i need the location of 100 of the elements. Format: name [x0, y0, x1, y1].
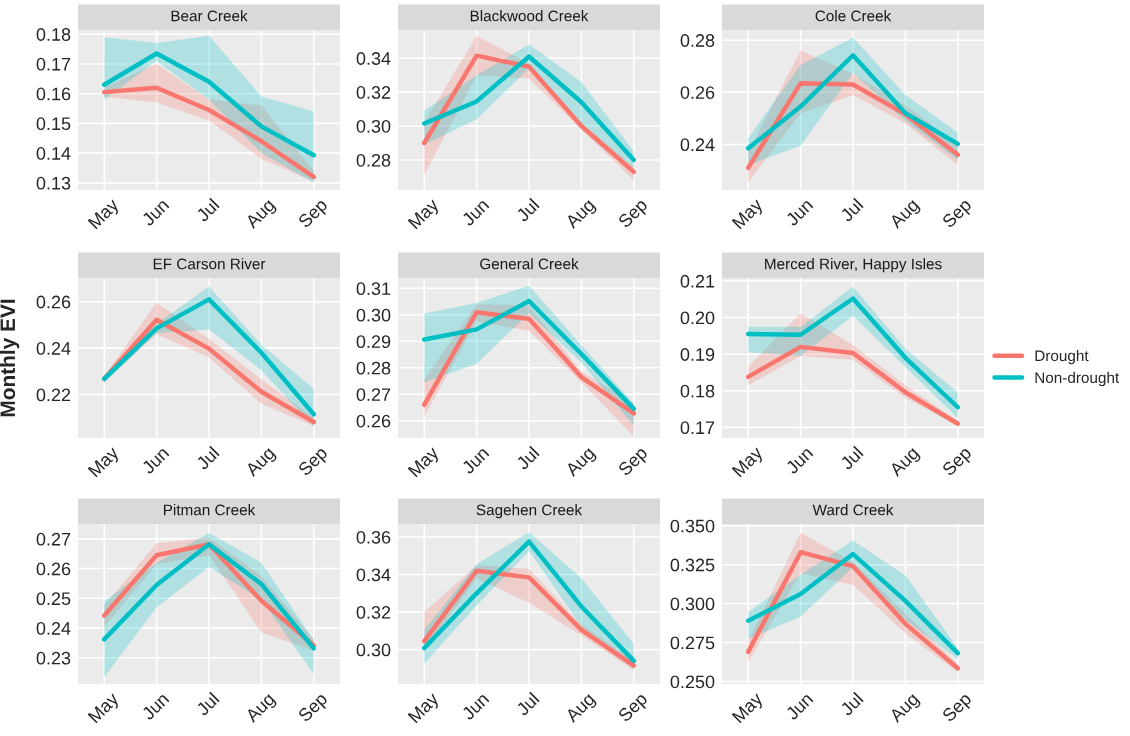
y-tick-label: 0.250 [670, 675, 715, 689]
x-tick-label: Jul [515, 445, 540, 471]
legend-label: Non-drought [1035, 371, 1120, 387]
y-tick-label: 0.16 [36, 87, 71, 101]
y-tick-label: 0.15 [36, 117, 71, 131]
x-tick-label: Aug [244, 692, 278, 726]
line-series [745, 53, 961, 151]
y-tick-label: 0.34 [356, 52, 391, 65]
y-tick-label: 0.30 [356, 119, 391, 133]
x-tick-label: Sep [297, 445, 331, 479]
y-tick-label: 0.18 [680, 384, 715, 398]
y-axis-title: Monthly EVI [0, 299, 20, 417]
x-tick-label: May [731, 197, 767, 232]
chart-title: Merced River, Happy Isles [765, 258, 942, 273]
y-tick-label: 0.26 [36, 562, 71, 576]
x-tick-label: Jun [141, 198, 170, 227]
x-tick-label: Aug [564, 692, 598, 726]
x-tick-label: Jul [839, 197, 864, 223]
x-tick-label: Jul [515, 197, 540, 223]
x-tick-label: Aug [244, 198, 278, 232]
y-tick-label: 0.325 [670, 558, 715, 572]
y-tick-label: 0.29 [356, 335, 391, 349]
chart-title: Ward Creek [812, 504, 894, 516]
x-tick-label: Aug [888, 692, 922, 726]
y-tick-label: 0.26 [356, 414, 391, 428]
y-tick-label: 0.28 [356, 361, 391, 375]
y-tick-label: 0.300 [670, 597, 715, 611]
y-tick-label: 0.34 [356, 568, 391, 582]
x-tick-label: Jun [785, 198, 814, 227]
x-tick-label: Jun [141, 446, 170, 475]
chart-title: General Creek [480, 258, 579, 270]
x-tick-label: Sep [941, 197, 975, 231]
x-tick-label: Jun [785, 446, 814, 475]
x-tick-label: Aug [564, 198, 598, 232]
x-tick-label: Aug [888, 446, 922, 480]
x-tick-label: Aug [888, 198, 922, 232]
y-tick-label: 0.14 [36, 147, 71, 160]
y-tick-label: 0.32 [356, 86, 391, 99]
y-tick-label: 0.13 [36, 176, 71, 190]
y-tick-label: 0.27 [36, 532, 71, 546]
x-tick-label: Sep [617, 691, 651, 725]
y-tick-label: 0.26 [36, 295, 71, 309]
x-tick-label: Jun [461, 692, 490, 721]
line-series [745, 344, 961, 426]
x-tick-label: Jul [515, 691, 540, 717]
x-tick-label: Sep [297, 197, 331, 231]
line-series [101, 51, 317, 158]
y-tick-label: 0.32 [356, 606, 391, 619]
y-tick-label: 0.23 [36, 651, 71, 665]
x-tick-label: Jul [195, 197, 220, 223]
x-tick-label: May [407, 445, 443, 480]
chart-title: Blackwood Creek [470, 10, 589, 22]
y-tick-label: 0.17 [680, 421, 715, 435]
x-tick-label: May [87, 445, 123, 480]
x-tick-label: Jun [461, 446, 490, 475]
chart-title: Bear Creek [171, 10, 248, 22]
y-tick-label: 0.22 [36, 388, 71, 402]
x-tick-label: May [407, 691, 443, 726]
x-tick-label: Sep [617, 445, 651, 479]
y-tick-label: 0.24 [36, 342, 71, 355]
y-tick-label: 0.17 [36, 57, 71, 71]
x-tick-label: May [87, 691, 123, 726]
x-tick-label: Aug [244, 446, 278, 480]
y-tick-label: 0.28 [356, 153, 391, 167]
x-tick-label: Jul [195, 445, 220, 471]
x-tick-label: Sep [617, 197, 651, 231]
y-tick-label: 0.28 [680, 34, 715, 47]
y-tick-label: 0.36 [356, 530, 391, 544]
y-tick-label: 0.24 [36, 622, 71, 635]
x-tick-label: May [731, 445, 767, 480]
y-tick-label: 0.350 [670, 519, 715, 533]
chart-title: Sagehen Creek [476, 504, 583, 519]
y-tick-label: 0.18 [36, 28, 71, 41]
x-tick-label: Jun [785, 692, 814, 721]
y-tick-label: 0.275 [670, 636, 715, 650]
x-tick-label: Sep [941, 691, 975, 725]
y-tick-label: 0.27 [356, 388, 391, 402]
y-tick-label: 0.21 [680, 274, 715, 288]
line-series [745, 296, 961, 410]
y-tick-label: 0.24 [680, 138, 715, 152]
y-tick-label: 0.30 [356, 308, 391, 322]
chart-title: EF Carson River [153, 258, 266, 270]
x-tick-label: Sep [941, 445, 975, 479]
y-tick-label: 0.20 [680, 311, 715, 325]
x-tick-label: May [731, 691, 767, 726]
x-tick-label: Jun [461, 198, 490, 227]
x-tick-label: May [407, 197, 443, 232]
x-tick-label: Jul [839, 445, 864, 471]
line-series [101, 85, 317, 180]
x-tick-label: Sep [297, 691, 331, 725]
legend-label: Drought [1035, 349, 1089, 365]
x-tick-label: Aug [564, 446, 598, 480]
y-tick-label: 0.31 [356, 282, 391, 296]
y-tick-label: 0.30 [356, 643, 391, 657]
y-tick-label: 0.26 [680, 86, 715, 99]
x-tick-label: May [87, 197, 123, 232]
x-tick-label: Jun [141, 692, 170, 721]
x-tick-label: Jul [839, 691, 864, 717]
chart-title: Cole Creek [815, 10, 892, 22]
y-tick-label: 0.19 [680, 348, 715, 361]
